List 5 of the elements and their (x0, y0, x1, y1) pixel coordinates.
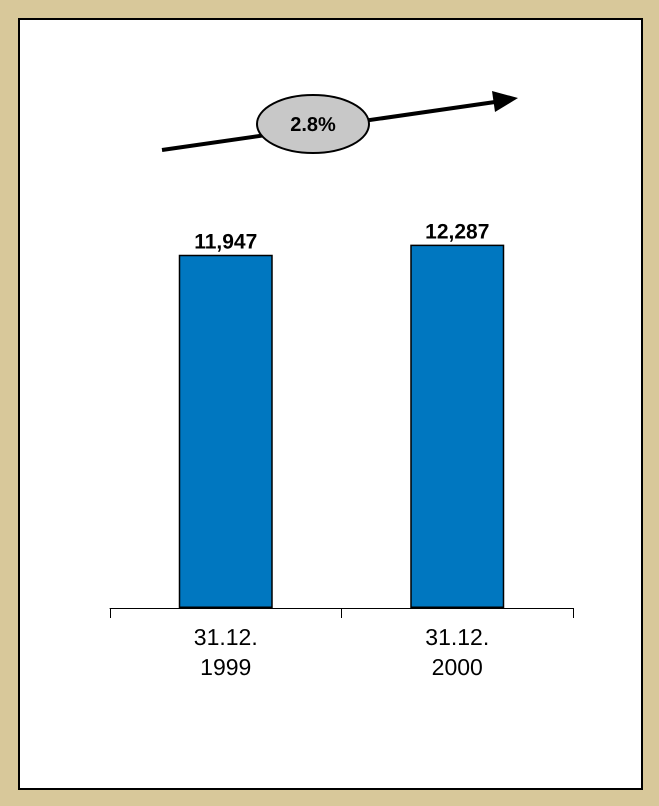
x-tick-label: 31.12. 1999 (194, 624, 258, 680)
text: 2.8% (290, 114, 336, 136)
data-label: 11,947 (194, 230, 258, 254)
x-tick-label: 31.12. 2000 (425, 624, 490, 680)
data-label: 12,287 (425, 220, 490, 244)
